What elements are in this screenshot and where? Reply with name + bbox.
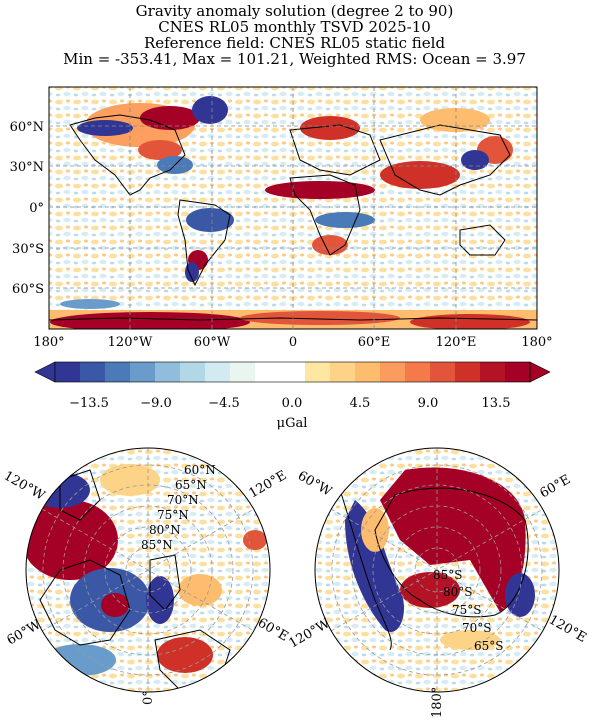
title-line-2: CNES RL05 monthly TSVD 2025-10 xyxy=(158,18,431,36)
colorbar-segment xyxy=(305,362,331,382)
colorbar-segment xyxy=(430,362,456,382)
np-lat-65n: 65°N xyxy=(175,478,207,492)
colorbar-segment xyxy=(230,362,256,382)
lon-label-0: 0 xyxy=(289,335,297,350)
np-lon-60w: 60°W xyxy=(5,617,45,649)
lon-label-180w: 180° xyxy=(33,335,64,350)
south-polar-field xyxy=(315,448,559,692)
lat-label-60s: 60°S xyxy=(12,282,44,297)
colorbar-segment xyxy=(205,362,231,382)
colorbar-tick-6: 9.0 xyxy=(418,396,439,411)
np-lat-70n: 70°N xyxy=(167,493,199,507)
colorbar-segment xyxy=(155,362,181,382)
colorbar-segment xyxy=(455,362,481,382)
title-line-4: Min = -353.41, Max = 101.21, Weighted RM… xyxy=(63,50,526,68)
np-lon-120e: 120°E xyxy=(247,468,290,501)
title-line-3: Reference field: CNES RL05 static field xyxy=(143,34,446,52)
np-lat-60n: 60°N xyxy=(184,463,216,477)
lon-label-120w: 120°W xyxy=(108,335,153,350)
colorbar-tick-7: 13.5 xyxy=(482,396,511,411)
colorbar-segment xyxy=(105,362,131,382)
colorbar-segment xyxy=(55,362,81,382)
np-lon-60e: 60°E xyxy=(255,615,291,644)
colorbar-segment xyxy=(280,362,306,382)
np-lon-120w: 120°W xyxy=(1,468,48,504)
colorbar-segment xyxy=(80,362,106,382)
lon-label-60e: 60°E xyxy=(358,335,391,350)
sp-lat-75s: 75°S xyxy=(452,603,482,617)
north-polar-field xyxy=(26,448,270,692)
lat-label-0: 0° xyxy=(29,201,44,216)
lon-label-180e: 180° xyxy=(521,335,552,350)
colorbar-unit-label: μGal xyxy=(277,416,308,431)
sp-lon-120e: 120°E xyxy=(546,612,589,645)
sp-lon-60e: 60°E xyxy=(538,472,574,501)
np-lat-85n: 85°N xyxy=(141,538,173,552)
lat-label-30s: 30°S xyxy=(12,242,44,257)
colorbar-extend-high xyxy=(529,361,551,383)
colorbar-segment xyxy=(355,362,381,382)
colorbar-segment xyxy=(130,362,156,382)
colorbar-tick-2: −9.0 xyxy=(140,396,172,411)
south-polar-frame xyxy=(314,447,560,693)
np-lat-75n: 75°N xyxy=(157,508,189,522)
colorbar-frame xyxy=(54,361,531,383)
colorbar-tick-3: −4.5 xyxy=(208,396,240,411)
colorbar-tick-4: 0.0 xyxy=(282,396,303,411)
title-line-1: Gravity anomaly solution (degree 2 to 90… xyxy=(135,2,454,20)
sp-lon-120w: 120°W xyxy=(287,616,334,652)
lon-label-60w: 60°W xyxy=(194,335,231,350)
np-lat-80n: 80°N xyxy=(149,523,181,537)
colorbar-segment xyxy=(180,362,206,382)
colorbar-segment xyxy=(405,362,431,382)
sp-lon-60w: 60°W xyxy=(295,468,335,500)
map-gridlines xyxy=(49,87,537,329)
sp-lon-180: 180° xyxy=(430,687,445,718)
colorbar-tick-1: −13.5 xyxy=(69,396,109,411)
sp-lat-65s: 65°S xyxy=(474,639,504,653)
colorbar-segment xyxy=(505,362,531,382)
colorbar-segment xyxy=(255,362,281,382)
colorbar-segment xyxy=(480,362,506,382)
np-lon-0: 0° xyxy=(141,690,156,705)
lat-label-60n: 60°N xyxy=(10,120,44,135)
lat-label-30n: 30°N xyxy=(10,160,44,175)
sp-lat-80s: 80°S xyxy=(443,585,473,599)
sp-lat-70s: 70°S xyxy=(462,621,492,635)
colorbar xyxy=(34,361,551,383)
colorbar-segment xyxy=(330,362,356,382)
lon-label-120e: 120°E xyxy=(436,335,477,350)
colorbar-segment xyxy=(380,362,406,382)
colorbar-tick-5: 4.5 xyxy=(350,396,371,411)
sp-lat-85s: 85°S xyxy=(433,568,463,582)
north-polar-frame xyxy=(25,447,271,693)
colorbar-extend-low xyxy=(34,361,56,383)
